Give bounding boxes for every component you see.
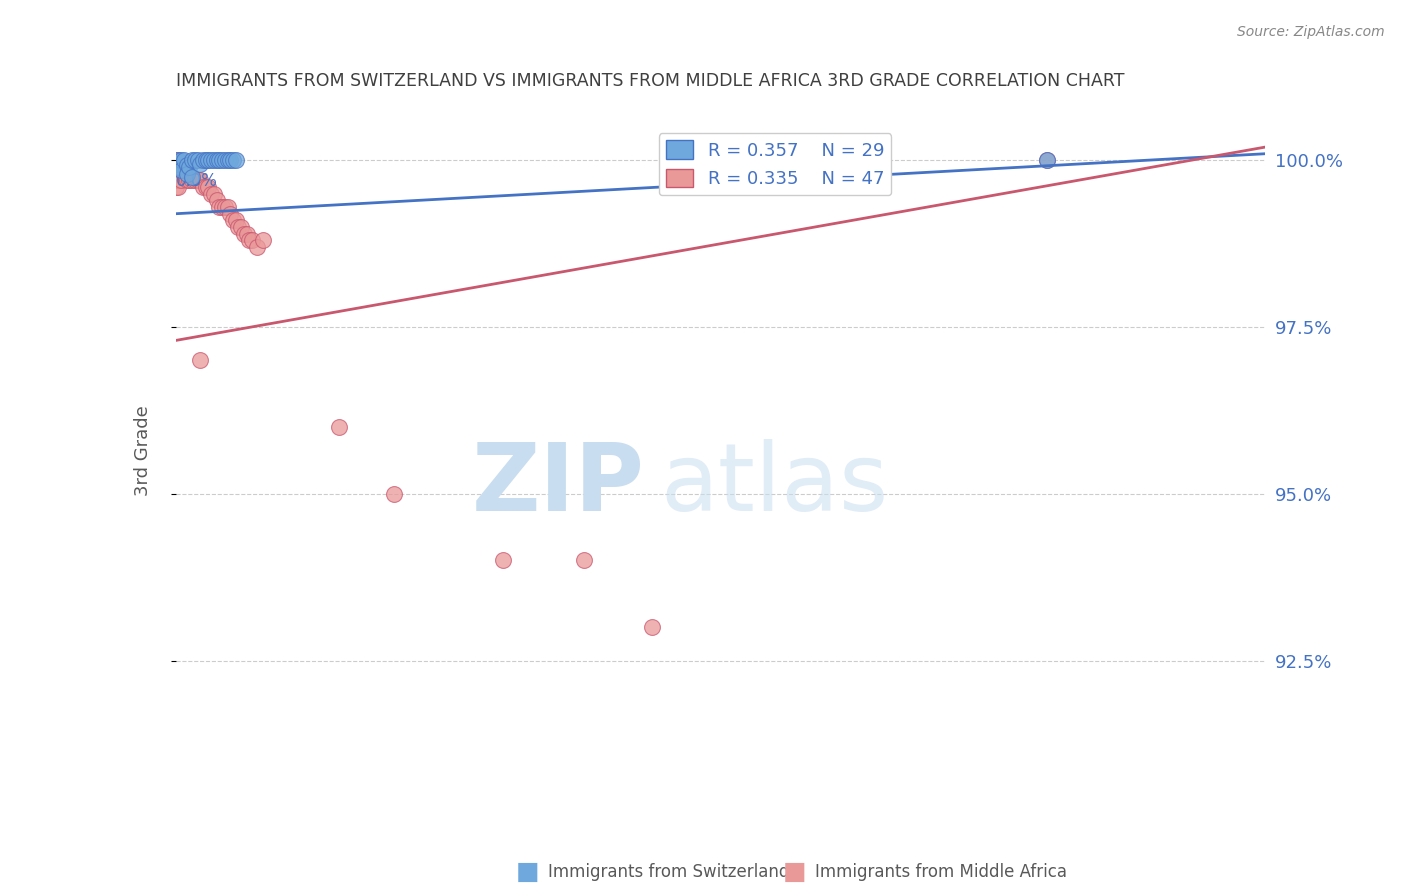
Point [219,153,242,168]
Point [179,173,201,187]
Point [382,487,405,501]
Point [184,173,207,187]
Text: ■: ■ [516,861,538,884]
Point [167,153,190,168]
Text: Immigrants from Switzerland: Immigrants from Switzerland [548,863,790,881]
Point [167,173,190,187]
Point [222,153,245,168]
Point [252,234,274,248]
Text: IMMIGRANTS FROM SWITZERLAND VS IMMIGRANTS FROM MIDDLE AFRICA 3RD GRADE CORRELATI: IMMIGRANTS FROM SWITZERLAND VS IMMIGRANT… [176,72,1125,90]
Point [176,173,198,187]
Point [165,180,187,194]
Point [167,160,190,174]
Point [170,163,193,178]
Point [328,420,350,434]
Point [214,153,236,168]
Point [641,620,664,634]
Point [165,153,187,168]
Point [574,553,596,567]
Text: atlas: atlas [661,439,889,531]
Point [194,153,217,168]
Point [228,220,250,235]
Point [1036,153,1059,168]
Point [194,180,217,194]
Point [211,200,233,214]
Point [225,213,247,227]
Point [167,160,190,174]
Point [186,153,209,168]
Point [188,353,211,368]
Text: Immigrants from Middle Africa: Immigrants from Middle Africa [815,863,1067,881]
Text: ■: ■ [783,861,806,884]
Point [165,167,187,181]
Point [222,213,245,227]
Point [167,167,190,181]
Point [246,240,269,254]
Point [181,169,204,184]
Point [173,167,195,181]
Text: 0.0%: 0.0% [176,172,218,190]
Point [217,200,239,214]
Point [217,153,239,168]
Point [167,153,190,168]
Point [211,153,233,168]
Point [165,173,187,187]
Point [165,157,187,171]
Point [186,173,209,187]
Point [179,160,201,174]
Point [173,153,195,168]
Point [202,186,225,201]
Point [188,173,211,187]
Point [181,173,204,187]
Point [181,153,204,168]
Point [200,186,222,201]
Text: Source: ZipAtlas.com: Source: ZipAtlas.com [1237,25,1385,39]
Point [1036,153,1059,168]
Point [191,180,214,194]
Point [231,220,253,235]
Point [184,153,207,168]
Point [208,200,231,214]
Point [165,160,187,174]
Y-axis label: 3rd Grade: 3rd Grade [134,405,152,496]
Point [197,180,219,194]
Point [200,153,222,168]
Point [225,153,247,168]
Point [208,153,231,168]
Point [214,200,236,214]
Point [191,153,214,168]
Point [205,153,228,168]
Point [235,227,257,241]
Point [492,553,515,567]
Point [176,158,198,172]
Point [167,180,190,194]
Point [188,157,211,171]
Point [219,207,242,221]
Point [170,153,193,168]
Point [240,234,263,248]
Point [170,167,193,181]
Point [202,153,225,168]
Point [238,234,260,248]
Point [197,153,219,168]
Point [232,227,254,241]
Point [176,167,198,181]
Point [170,173,193,187]
Legend: R = 0.357    N = 29, R = 0.335    N = 47: R = 0.357 N = 29, R = 0.335 N = 47 [659,133,891,195]
Point [763,153,786,168]
Text: ZIP: ZIP [471,439,644,531]
Point [205,194,228,208]
